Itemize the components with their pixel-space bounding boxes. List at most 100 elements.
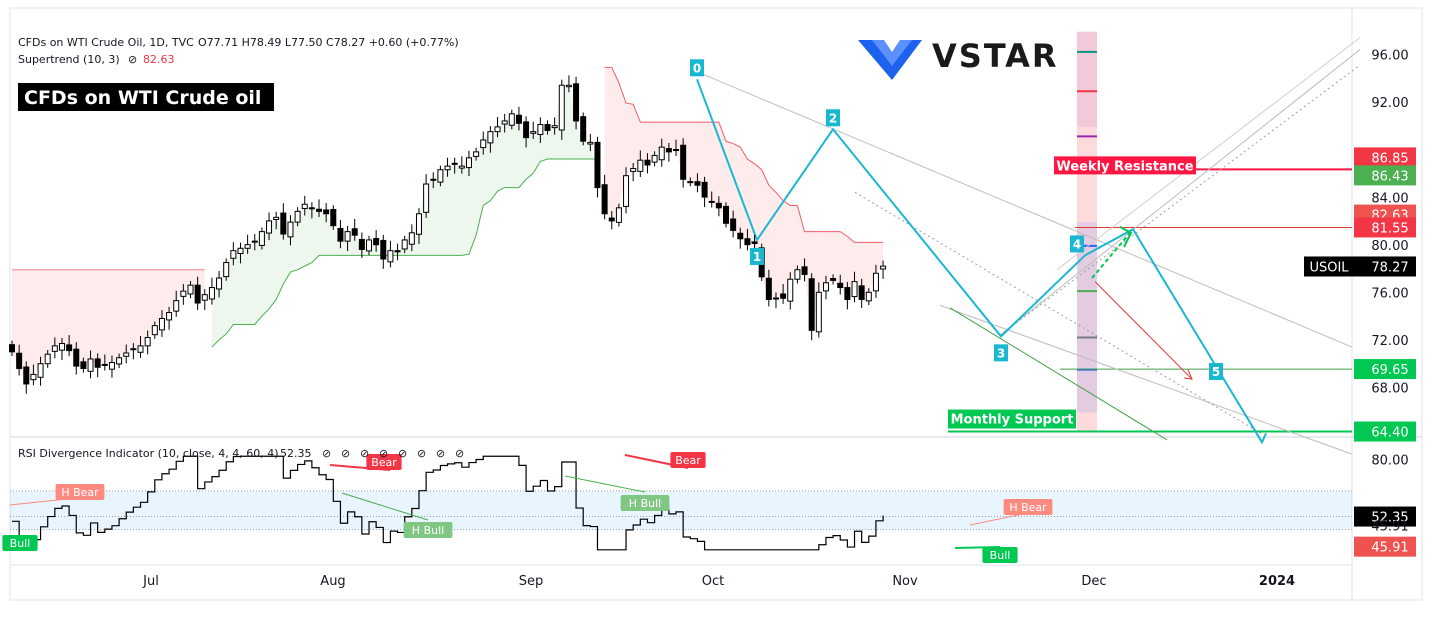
candle-body [401, 239, 408, 250]
candle-body [473, 151, 480, 157]
candle-body [266, 220, 273, 234]
eye-off-icon[interactable]: ⊘ [341, 447, 350, 460]
eye-off-icon[interactable]: ⊘ [322, 447, 331, 460]
candle-body [744, 238, 751, 246]
rsi-signal-label: Bear [675, 454, 701, 467]
candle-body [130, 348, 137, 351]
candle-body [830, 278, 837, 281]
price-tag-bg [1354, 165, 1416, 186]
price-tick-label: 96.00 [1371, 49, 1408, 64]
rsi-signal-bg [670, 452, 706, 468]
candle-body [565, 84, 572, 88]
session-column [1077, 31, 1097, 127]
wave-label-bg [750, 247, 764, 265]
symbol-tag-bg [1304, 256, 1354, 277]
candle-body [580, 116, 587, 142]
eye-off-icon[interactable]: ⊘ [360, 447, 369, 460]
candle-body [665, 148, 672, 153]
candle-body [673, 149, 680, 152]
candle-body [144, 337, 151, 347]
candle-body [408, 232, 415, 245]
candle-body [615, 207, 622, 223]
candle-body [787, 278, 794, 302]
price-tag-value: 81.55 [1371, 221, 1408, 236]
wave-label-5: 5 [1212, 365, 1220, 379]
candle-body [158, 317, 165, 331]
candle-body [437, 169, 444, 183]
wave-label-bg [826, 109, 840, 127]
time-tick-label: Oct [702, 574, 724, 589]
logo-text: VSTAR [932, 37, 1059, 75]
candle-body [494, 126, 501, 133]
price-tag-value: 86.43 [1371, 169, 1408, 184]
price-tag-bg [1354, 217, 1416, 238]
channel-upper-line [697, 71, 1353, 348]
eye-off-icon[interactable]: ⊘ [436, 447, 445, 460]
support-projection-line [949, 307, 1168, 441]
candle-body [608, 217, 615, 222]
candle-body [723, 205, 729, 224]
candle-body [316, 208, 323, 212]
price-tick-label: 72.00 [1371, 334, 1408, 349]
candle-body [323, 209, 330, 215]
candle-body [244, 244, 251, 249]
chart-frame [9, 7, 1423, 601]
candle-body [330, 208, 337, 227]
candle-body [151, 325, 158, 336]
price-tick-label: 68.00 [1371, 382, 1408, 397]
rsi-label: RSI Divergence Indicator (10, close, 4, … [18, 447, 279, 460]
candle-body [351, 228, 358, 236]
supertrend-down-fill [12, 269, 205, 384]
wave-label-0: 0 [693, 61, 701, 75]
rsi-tag-value: 45.91 [1371, 520, 1408, 535]
candle-body [344, 231, 351, 242]
eye-off-icon[interactable]: ⊘ [417, 447, 426, 460]
candle-body [837, 282, 844, 289]
candle-body [851, 281, 858, 298]
candle-body [451, 162, 458, 165]
eye-off-icon[interactable]: ⊘ [398, 447, 407, 460]
candle-body [658, 146, 665, 161]
candle-body [687, 181, 694, 184]
supertrend-up-fill [211, 85, 598, 348]
wave-projection-line [1084, 227, 1263, 443]
candle-body [373, 238, 380, 246]
candle-body [715, 202, 722, 209]
rsi-signal-label: Bear [371, 456, 397, 469]
wave-label-bg [1209, 363, 1223, 381]
candle-body [587, 141, 594, 145]
rsi-signal-bg [366, 454, 402, 470]
candle-body [301, 203, 308, 210]
rsi-signal-label: Bull [990, 549, 1011, 562]
eye-off-icon[interactable]: ⊘ [379, 447, 388, 460]
symbol-line: CFDs on WTI Crude Oil, 1D, TVC [18, 36, 194, 49]
time-tick-label: Aug [320, 574, 345, 589]
candle-body [708, 200, 715, 203]
title-box [18, 83, 274, 111]
candle-body [16, 352, 23, 369]
candle-body [101, 363, 108, 366]
candle-body [523, 121, 530, 139]
eye-off-icon[interactable]: ⊘ [128, 53, 137, 66]
wave-label-3: 3 [997, 346, 1005, 360]
candle-body [487, 131, 494, 144]
eye-off-icon[interactable]: ⊘ [455, 447, 464, 460]
candle-body [216, 277, 223, 290]
rsi-tag-value: 52.35 [1371, 511, 1408, 526]
chart-title: CFDs on WTI Crude oil [24, 87, 261, 109]
arrow-head-icon [1183, 369, 1193, 380]
rsi-visibility-icons[interactable]: ⊘ ⊘ ⊘ ⊘ ⊘ ⊘ ⊘ ⊘ [322, 447, 464, 460]
candle-body [166, 312, 173, 321]
rsi-signal-label: H Bull [629, 497, 661, 510]
rsi-tag-bg [1354, 536, 1416, 557]
candle-body [251, 240, 258, 243]
fan-line [999, 49, 1361, 336]
rsi-tick-label: 80.00 [1371, 453, 1408, 468]
candle-body [765, 277, 772, 300]
candle-body [80, 361, 87, 369]
candle-body [258, 231, 265, 246]
candle-body [544, 124, 551, 131]
divergence-line [564, 475, 646, 493]
